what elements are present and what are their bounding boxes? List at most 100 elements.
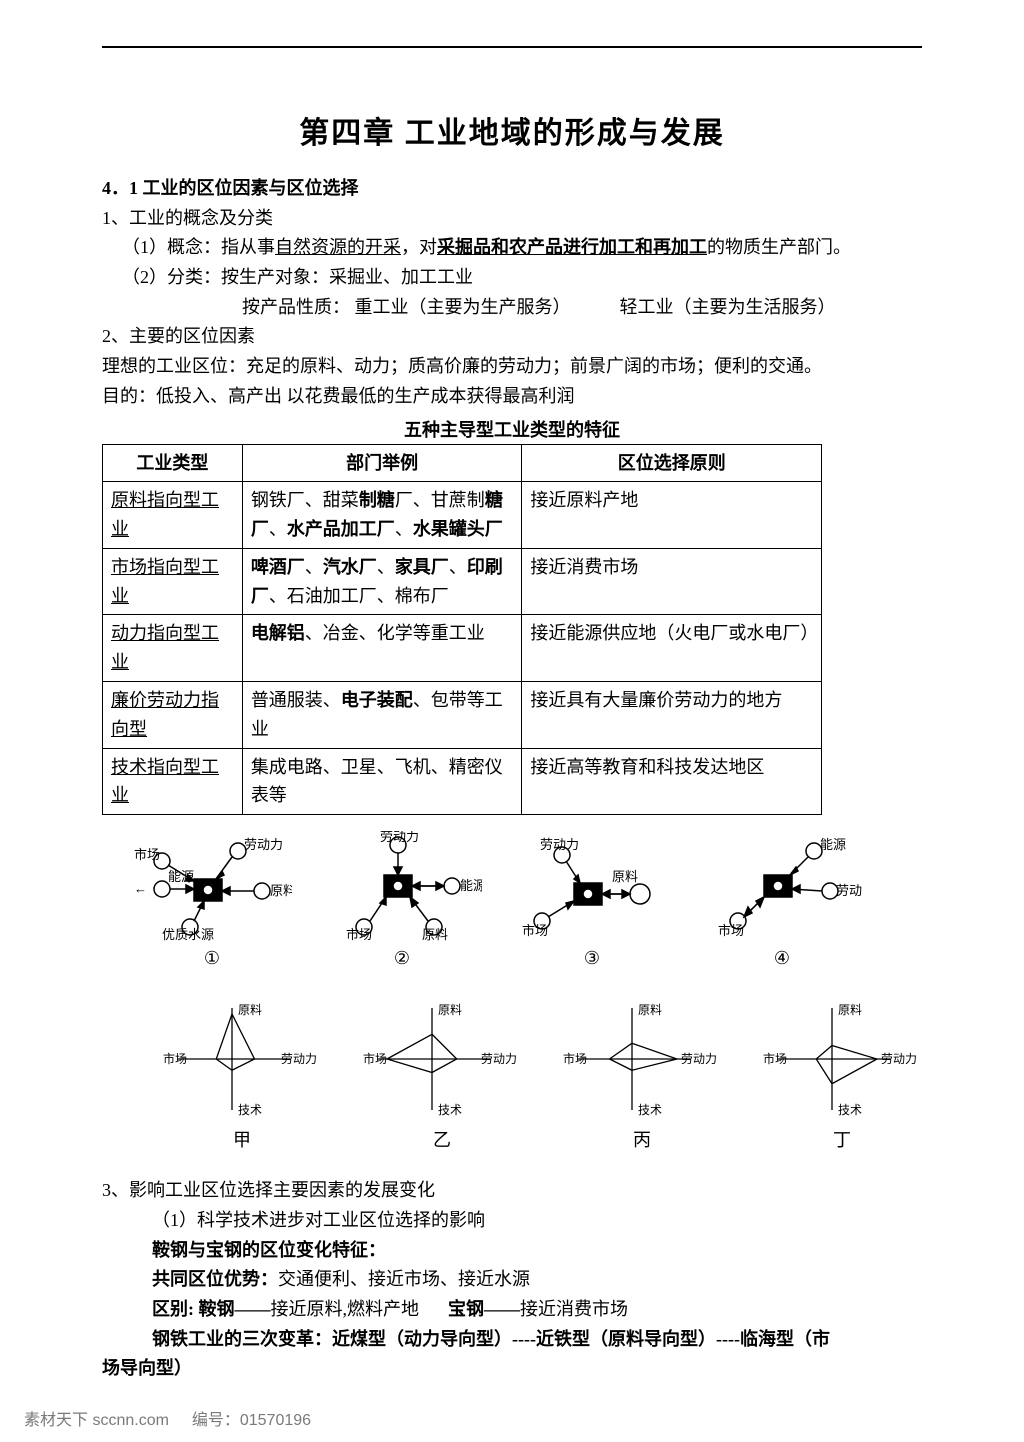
svg-text:原料: 原料 xyxy=(638,1003,662,1017)
table-header-row: 工业类型 部门举例 区位选择原则 xyxy=(103,444,822,482)
text: 接近原料,燃料产地 xyxy=(271,1299,420,1319)
text: 共同区位优势： xyxy=(152,1269,278,1289)
label: 劳动力 xyxy=(540,837,579,852)
para-3-3: 共同区位优势：交通便利、接近市场、接近水源 xyxy=(102,1265,922,1295)
para-2-1: 理想的工业区位：充足的原料、动力；质高价廉的劳动力；前景广阔的市场；便利的交通。 xyxy=(102,352,922,382)
text: ，对 xyxy=(401,237,437,257)
top-rule xyxy=(102,46,922,48)
td: 原料指向型工业 xyxy=(103,482,243,549)
para-3-5a: 钢铁工业的三次变革：近煤型（动力导向型）----近铁型（原料导向型）----临海… xyxy=(102,1325,922,1355)
label: ← xyxy=(134,881,147,896)
svg-text:原料: 原料 xyxy=(438,1003,462,1017)
text: 宝钢—— xyxy=(448,1299,520,1319)
td: 廉价劳动力指向型 xyxy=(103,682,243,749)
para-3-5b: 场导向型） xyxy=(102,1354,922,1384)
text: 交通便利、接近市场、接近水源 xyxy=(278,1269,530,1289)
td: 集成电路、卫星、飞机、精密仪表等 xyxy=(242,748,522,815)
diagram-number: ④ xyxy=(702,948,862,969)
radar-svg: 原料劳动力技术市场 xyxy=(562,999,722,1119)
diagram-number: ① xyxy=(132,948,292,969)
para-1: 1、工业的概念及分类 xyxy=(102,204,922,234)
table-row: 市场指向型工业啤酒厂、汽水厂、家具厂、印刷厂、石油加工厂、棉布厂接近消费市场 xyxy=(103,548,822,615)
text: 接近消费市场 xyxy=(520,1299,628,1319)
label: 原料 xyxy=(422,927,448,941)
svg-text:市场: 市场 xyxy=(163,1051,187,1066)
diagram-2: 劳动力 能源 市场 原料 ② xyxy=(322,831,482,969)
arrow-diagram-svg: 能源 劳动 市场 xyxy=(702,831,862,941)
footer-site: 素材天下 sccnn.com xyxy=(24,1412,169,1429)
table-row: 技术指向型工业集成电路、卫星、飞机、精密仪表等接近高等教育和科技发达地区 xyxy=(103,748,822,815)
radar-label: 甲 xyxy=(162,1126,322,1152)
td: 市场指向型工业 xyxy=(103,548,243,615)
svg-text:技术: 技术 xyxy=(238,1103,262,1117)
text: （1）概念：指从事 xyxy=(122,237,275,257)
td: 普通服装、电子装配、包带等工业 xyxy=(242,682,522,749)
text: 的物质生产部门。 xyxy=(707,237,851,257)
footer: 素材天下 sccnn.com 编号：01570196 xyxy=(24,1406,311,1430)
table-caption: 五种主导型工业类型的特征 xyxy=(102,416,922,442)
td: 接近原料产地 xyxy=(522,482,822,549)
svg-text:市场: 市场 xyxy=(763,1051,787,1066)
footer-id-label: 编号： xyxy=(192,1412,240,1429)
diagram-4: 能源 劳动 市场 ④ xyxy=(702,831,862,969)
label: 市场 xyxy=(134,847,160,862)
svg-text:原料: 原料 xyxy=(238,1003,262,1017)
para-1-2: （2）分类：按生产对象：采掘业、加工工业 xyxy=(102,263,922,293)
td: 啤酒厂、汽水厂、家具厂、印刷厂、石油加工厂、棉布厂 xyxy=(242,548,522,615)
svg-text:市场: 市场 xyxy=(363,1051,387,1066)
td: 接近高等教育和科技发达地区 xyxy=(522,748,822,815)
text: 区别: xyxy=(152,1299,194,1319)
footer-id: 01570196 xyxy=(240,1412,311,1429)
td: 接近能源供应地（火电厂或水电厂） xyxy=(522,615,822,682)
label: 劳动力 xyxy=(244,837,283,852)
svg-text:技术: 技术 xyxy=(438,1103,462,1117)
para-3-2: 鞍钢与宝钢的区位变化特征： xyxy=(102,1236,922,1266)
diagram-number: ② xyxy=(322,948,482,969)
diagram-3: 劳动力 原料 市场 ③ xyxy=(512,831,672,969)
para-3: 3、影响工业区位选择主要因素的发展变化 xyxy=(102,1176,922,1206)
radar-label: 丁 xyxy=(762,1126,922,1152)
diagram-1: 劳动力 市场 ← 能源 原料 优质水源 ① xyxy=(132,831,292,969)
para-1-1: （1）概念：指从事自然资源的开采，对采掘品和农产品进行加工和再加工的物质生产部门… xyxy=(102,233,922,263)
industry-types-table: 工业类型 部门举例 区位选择原则 原料指向型工业钢铁厂、甜菜制糖厂、甘蔗制糖厂、… xyxy=(102,444,822,816)
td: 钢铁厂、甜菜制糖厂、甘蔗制糖厂、水产品加工厂、水果罐头厂 xyxy=(242,482,522,549)
svg-text:市场: 市场 xyxy=(563,1051,587,1066)
td: 动力指向型工业 xyxy=(103,615,243,682)
arrow-diagram-svg: 劳动力 原料 市场 xyxy=(512,831,672,941)
svg-text:劳动力: 劳动力 xyxy=(281,1052,317,1066)
radar-diagram: 原料劳动力技术 市场乙 xyxy=(362,999,522,1152)
svg-text:技术: 技术 xyxy=(838,1103,862,1117)
arrow-diagram-svg: 劳动力 市场 ← 能源 原料 优质水源 xyxy=(132,831,292,941)
label: 市场 xyxy=(522,923,548,938)
para-3-1: （1）科学技术进步对工业区位选择的影响 xyxy=(102,1206,922,1236)
svg-text:劳动力: 劳动力 xyxy=(481,1052,517,1066)
section-heading: 4．1 工业的区位因素与区位选择 xyxy=(102,174,922,204)
th: 区位选择原则 xyxy=(522,444,822,482)
radar-diagrams-row: 原料劳动力技术市场甲原料劳动力技术市场乙原料劳动力技术市场丙原料劳动力技术市场丁 xyxy=(162,999,922,1152)
td: 技术指向型工业 xyxy=(103,748,243,815)
underline-bold-text: 采掘品和农产品进行加工和再加工 xyxy=(437,237,707,257)
td: 接近消费市场 xyxy=(522,548,822,615)
td: 接近具有大量廉价劳动力的地方 xyxy=(522,682,822,749)
label: 优质水源 xyxy=(162,927,214,941)
table-row: 原料指向型工业钢铁厂、甜菜制糖厂、甘蔗制糖厂、水产品加工厂、水果罐头厂接近原料产… xyxy=(103,482,822,549)
radar-label: 乙 xyxy=(362,1126,522,1152)
label: 劳动 xyxy=(836,883,862,898)
text: 轻工业（主要为生活服务） xyxy=(620,297,836,317)
text: 鞍钢—— xyxy=(199,1299,271,1319)
label: 能源 xyxy=(460,878,482,893)
th: 部门举例 xyxy=(242,444,522,482)
th: 工业类型 xyxy=(103,444,243,482)
diagram-number: ③ xyxy=(512,948,672,969)
label: 劳动力 xyxy=(380,831,419,844)
table-row: 廉价劳动力指向型普通服装、电子装配、包带等工业接近具有大量廉价劳动力的地方 xyxy=(103,682,822,749)
label: 原料 xyxy=(270,883,292,898)
label: 能源 xyxy=(168,869,194,884)
label: 市场 xyxy=(346,927,372,941)
radar-svg: 原料劳动力技术 市场 xyxy=(362,999,522,1119)
label: 能源 xyxy=(820,837,846,852)
radar-diagram: 原料劳动力技术市场丁 xyxy=(762,999,922,1152)
chapter-title: 第四章 工业地域的形成与发展 xyxy=(102,108,922,152)
td: 电解铝、冶金、化学等重工业 xyxy=(242,615,522,682)
radar-diagram: 原料劳动力技术市场丙 xyxy=(562,999,722,1152)
